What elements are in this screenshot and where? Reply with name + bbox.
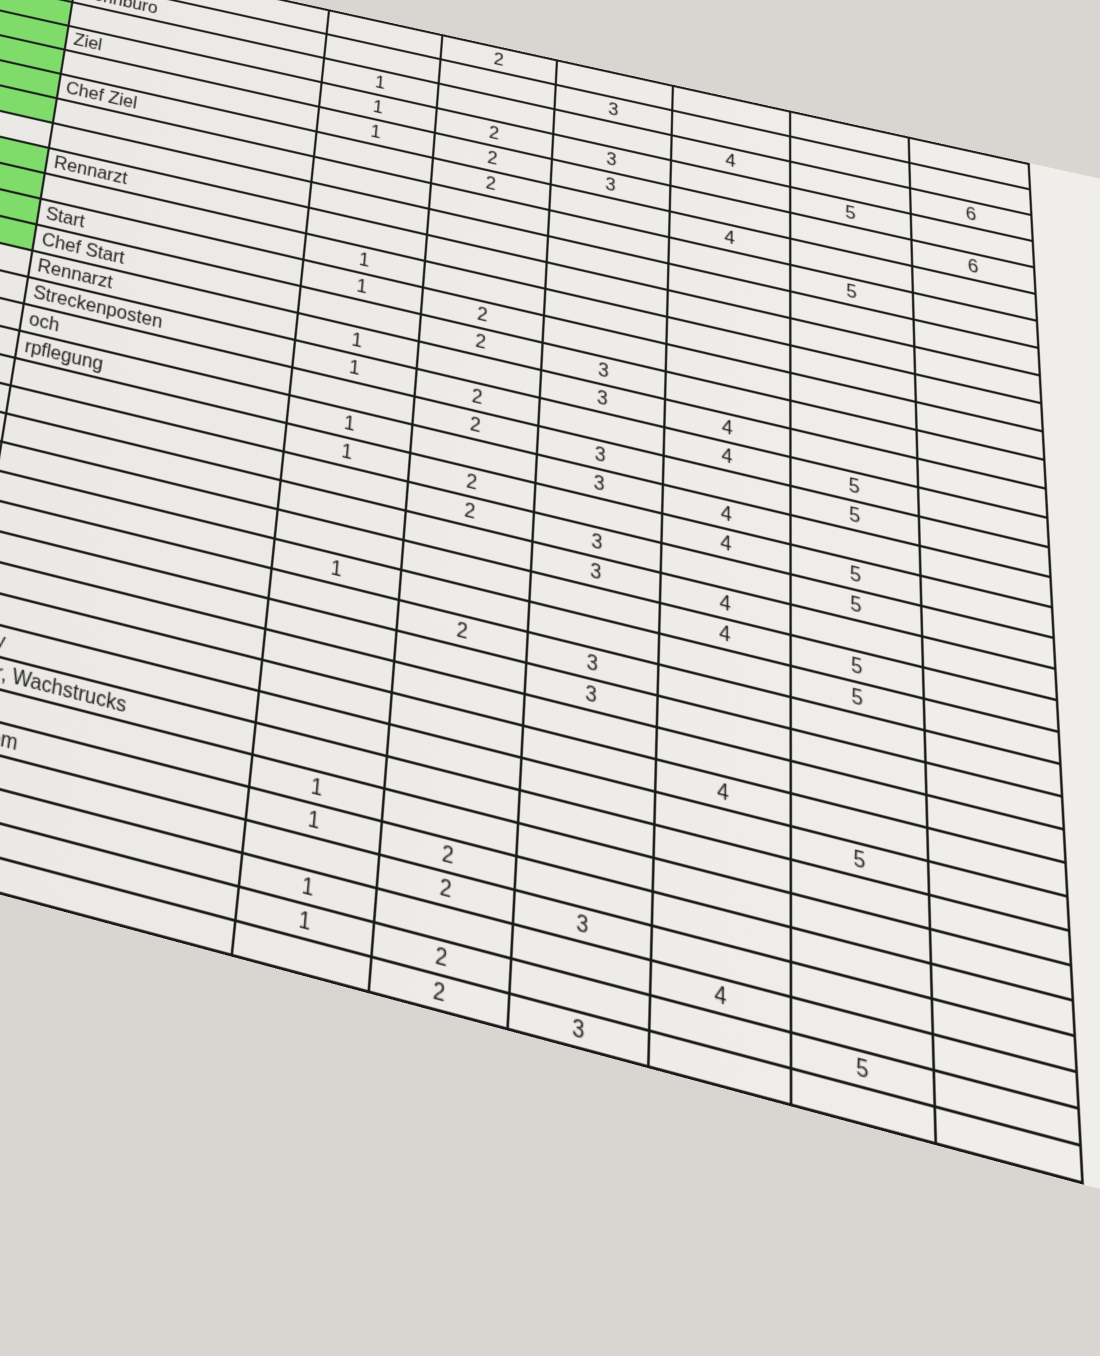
assignment-table: Rennbüro2Rennbüro3146Ziel12351236Chef Zi… [0,0,1083,1183]
